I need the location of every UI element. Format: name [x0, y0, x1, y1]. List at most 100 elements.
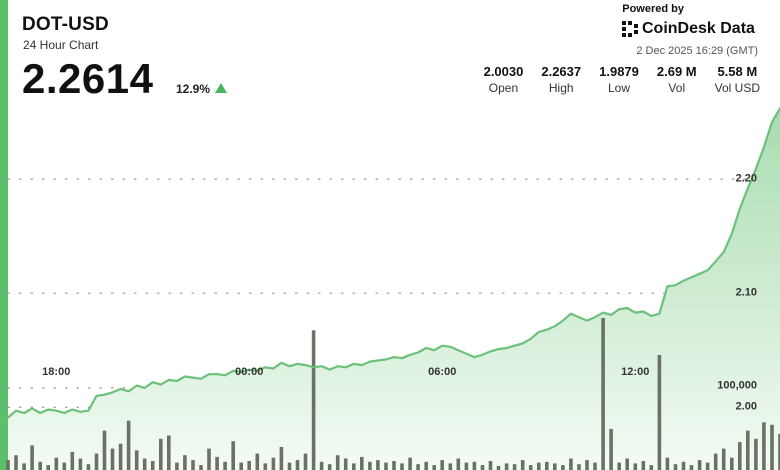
price-area [8, 108, 780, 470]
volume-bar [625, 458, 629, 470]
volume-bar [6, 460, 10, 470]
volume-bar [303, 453, 308, 470]
volume-bar [319, 461, 324, 470]
volume-bar [279, 447, 284, 470]
volume-bar [78, 458, 83, 470]
stat-label: Vol USD [714, 81, 760, 95]
volume-bar [54, 457, 59, 470]
volume-bar [545, 461, 549, 470]
stat-value: 2.69 M [656, 64, 697, 79]
volume-bar [295, 460, 300, 470]
stat-high: 2.2637 High [541, 64, 581, 95]
volume-bar [247, 461, 251, 470]
volume-bar [746, 430, 750, 470]
volume-bar [569, 458, 573, 470]
volume-bar [368, 461, 372, 470]
axis-labels: 2.00 2.10 2.20 100,000 18:00 00:00 06:00 12:00 [42, 173, 757, 413]
volume-bar [271, 457, 276, 470]
volume-bar [352, 463, 356, 470]
volume-bar [142, 458, 147, 470]
powered-by-label: Powered by [622, 3, 684, 15]
volume-bar [102, 430, 107, 470]
volume-bar [681, 461, 686, 470]
volume-bar [721, 448, 726, 470]
volume-bar [159, 438, 163, 470]
volume-bar [38, 461, 42, 470]
volume-bars [6, 318, 780, 470]
stat-value: 2.2637 [541, 64, 582, 79]
volume-bar [472, 461, 477, 470]
volume-bar [561, 465, 565, 470]
volume-bar [416, 464, 420, 470]
volume-bar [287, 462, 292, 470]
volume-bar [448, 463, 453, 470]
volume-bar [577, 464, 581, 470]
volume-bar [62, 462, 67, 470]
volume-bar [609, 428, 613, 470]
volume-bar [231, 441, 235, 470]
volume-bar [553, 463, 557, 470]
volume-bar [223, 461, 227, 470]
stat-label: Open [488, 81, 519, 95]
price-change-percent: 12.9% [176, 82, 211, 96]
stat-value: 1.9879 [599, 64, 639, 79]
volume-bar [738, 442, 742, 470]
volume-bar [520, 460, 525, 470]
volume-tick-label: 100,000 [717, 380, 757, 392]
volume-bar [14, 455, 18, 470]
chart-subtitle: 24 Hour Chart [23, 38, 99, 52]
volume-bar [207, 448, 211, 470]
volume-bar [22, 463, 26, 470]
volume-bar [697, 460, 702, 470]
volume-bar [70, 451, 75, 470]
volume-bar [30, 445, 34, 470]
price-line-layer [6, 107, 780, 419]
coindesk-logo-text: CoinDesk Data [642, 20, 755, 37]
volume-bar [641, 461, 646, 470]
volume-bar [167, 435, 171, 470]
volume-bar [311, 330, 316, 470]
y-tick-label: 2.20 [736, 173, 757, 185]
volume-bar [754, 438, 758, 470]
volume-bar [126, 420, 131, 470]
volume-bar [601, 318, 605, 470]
volume-bar [118, 443, 123, 470]
stat-value: 2.0030 [483, 64, 524, 79]
volume-bar [730, 457, 734, 470]
volume-bar [496, 465, 501, 470]
volume-bar [343, 458, 348, 470]
volume-bar [440, 460, 444, 470]
coindesk-logo[interactable]: CoinDesk Data [622, 20, 755, 38]
up-arrow-icon [215, 83, 227, 93]
x-tick-label: 06:00 [428, 366, 456, 378]
volume-bar [593, 462, 597, 470]
volume-bar [649, 465, 654, 470]
volume-bar [673, 464, 678, 470]
volume-bar [424, 461, 428, 470]
volume-bar [665, 457, 670, 470]
stat-label: Vol [668, 81, 686, 95]
volume-bar [215, 456, 219, 470]
stat-vol: 2.69 M Vol [657, 64, 697, 95]
stats-panel: 2.0030 Open 2.2637 High 1.9879 Low 2.69 … [466, 64, 760, 95]
stat-label: High [548, 81, 574, 95]
y-tick-label: 2.00 [736, 401, 757, 413]
volume-bar [432, 465, 436, 470]
volume-bar [464, 462, 469, 470]
x-tick-label: 18:00 [42, 366, 70, 378]
volume-bar [191, 460, 195, 470]
stat-label: Low [608, 81, 631, 95]
volume-bar [110, 448, 115, 470]
volume-bar [770, 424, 774, 470]
volume-bar [255, 453, 260, 470]
volume-bar [762, 422, 766, 470]
stat-value: 5.58 M [717, 64, 758, 79]
volume-bar [134, 450, 139, 470]
volume-bar [480, 465, 485, 470]
volume-bar [335, 455, 340, 470]
stat-open: 2.0030 Open [484, 64, 524, 95]
volume-bar [360, 456, 364, 470]
x-tick-label: 00:00 [235, 366, 263, 378]
volume-bar [263, 463, 268, 470]
